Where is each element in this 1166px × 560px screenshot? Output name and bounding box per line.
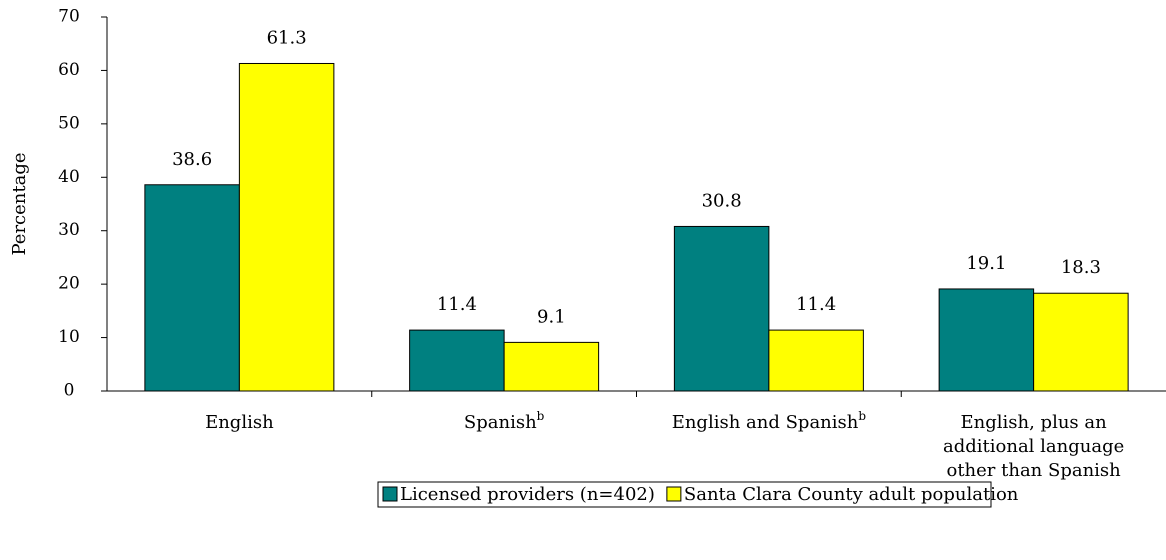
- legend: [377, 481, 992, 508]
- bar: [938, 288, 1035, 392]
- y-tick-label: 50: [58, 113, 80, 133]
- bar: [238, 62, 335, 392]
- x-tick-label: English, plus an additional language other…: [943, 412, 1124, 481]
- value-label: 38.6: [172, 149, 212, 170]
- value-label: 61.3: [267, 27, 307, 48]
- value-label: 11.4: [796, 294, 836, 315]
- y-tick-label: 70: [58, 7, 80, 27]
- y-tick-label: 60: [58, 60, 80, 80]
- x-tick-label: Spanishb: [464, 409, 545, 434]
- value-label: 19.1: [966, 253, 1006, 274]
- y-tick-label: 0: [64, 381, 75, 401]
- x-tick-label: English: [205, 412, 274, 433]
- legend-label: Santa Clara County adult population: [684, 484, 1019, 505]
- bar: [673, 225, 770, 392]
- bar: [768, 329, 864, 392]
- bar: [503, 341, 600, 392]
- legend-label: Licensed providers (n=402): [400, 484, 655, 505]
- value-label: 30.8: [702, 190, 742, 211]
- footnote-marker: b: [858, 409, 866, 423]
- value-label: 9.1: [537, 306, 566, 327]
- y-axis-label: Percentage: [9, 152, 30, 255]
- y-tick-label: 20: [58, 274, 80, 294]
- legend-swatch: [666, 486, 682, 502]
- x-tick-label: English and Spanishb: [672, 409, 867, 434]
- y-tick-label: 40: [58, 167, 80, 187]
- bar: [1033, 292, 1129, 392]
- legend-swatch: [382, 486, 398, 502]
- y-tick-label: 10: [58, 327, 80, 347]
- bar: [144, 184, 240, 392]
- value-label: 18.3: [1061, 257, 1101, 278]
- bar: [409, 329, 505, 392]
- y-tick-label: 30: [58, 220, 80, 240]
- value-label: 11.4: [437, 294, 477, 315]
- footnote-marker: b: [537, 409, 545, 423]
